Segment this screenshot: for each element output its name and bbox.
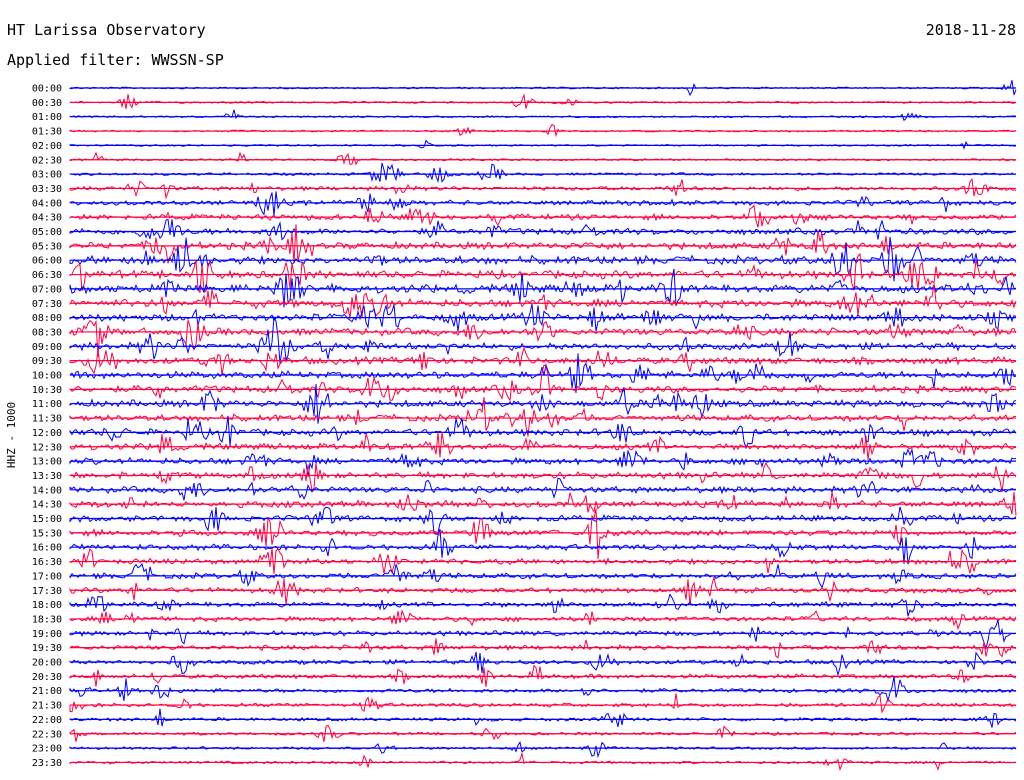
row-label-0830: 08:30 xyxy=(32,327,62,338)
trace-2200 xyxy=(69,708,1017,728)
trace-0830 xyxy=(69,319,1017,357)
header-left: HT Larissa Observatory Applied filter: W… xyxy=(7,20,224,70)
trace-1530 xyxy=(69,508,1017,559)
trace-0130 xyxy=(69,123,1017,138)
row-label-1530: 15:30 xyxy=(32,528,62,539)
row-label-1700: 17:00 xyxy=(32,571,62,582)
trace-0400 xyxy=(69,191,1017,217)
trace-0430 xyxy=(69,204,1017,228)
row-label-1500: 15:00 xyxy=(32,514,62,525)
trace-1000 xyxy=(69,353,1017,394)
trace-1900 xyxy=(69,619,1017,651)
row-label-1930: 19:30 xyxy=(32,643,62,654)
row-label-2030: 20:30 xyxy=(32,672,62,683)
trace-2330 xyxy=(69,751,1017,772)
station-title: HT Larissa Observatory xyxy=(7,21,206,39)
row-label-1200: 12:00 xyxy=(32,428,62,439)
row-label-0530: 05:30 xyxy=(32,241,62,252)
trace-0900 xyxy=(69,315,1017,364)
row-label-2230: 22:30 xyxy=(32,729,62,740)
row-label-0500: 05:00 xyxy=(32,227,62,238)
trace-0530 xyxy=(69,224,1017,264)
trace-0500 xyxy=(69,218,1017,241)
row-label-2100: 21:00 xyxy=(32,686,62,697)
row-label-0900: 09:00 xyxy=(32,342,62,353)
row-label-2130: 21:30 xyxy=(32,701,62,712)
row-label-0730: 07:30 xyxy=(32,299,62,310)
row-label-1900: 19:00 xyxy=(32,629,62,640)
row-label-1330: 13:30 xyxy=(32,471,62,482)
trace-0030 xyxy=(69,93,1017,109)
trace-0330 xyxy=(69,177,1017,200)
trace-1430 xyxy=(69,491,1017,516)
row-label-1230: 12:30 xyxy=(32,442,62,453)
row-label-0130: 01:30 xyxy=(32,127,62,138)
row-label-0600: 06:00 xyxy=(32,256,62,267)
trace-1830 xyxy=(69,609,1017,631)
row-label-0930: 09:30 xyxy=(32,356,62,367)
row-label-0630: 06:30 xyxy=(32,270,62,281)
row-label-0700: 07:00 xyxy=(32,284,62,295)
row-label-1430: 14:30 xyxy=(32,500,62,511)
row-label-0030: 00:30 xyxy=(32,98,62,109)
trace-0800 xyxy=(69,303,1017,332)
row-label-0200: 02:00 xyxy=(32,141,62,152)
trace-2230 xyxy=(69,724,1017,742)
row-label-1600: 16:00 xyxy=(32,543,62,554)
trace-0200 xyxy=(69,139,1017,150)
row-label-2300: 23:00 xyxy=(32,744,62,755)
row-label-0400: 04:00 xyxy=(32,198,62,209)
row-label-0000: 00:00 xyxy=(32,84,62,95)
row-label-1100: 11:00 xyxy=(32,399,62,410)
row-label-1730: 17:30 xyxy=(32,586,62,597)
date-label: 2018-11-28 xyxy=(925,21,1016,39)
row-label-1300: 13:00 xyxy=(32,457,62,468)
trace-2000 xyxy=(69,651,1017,677)
trace-2130 xyxy=(69,693,1017,714)
trace-2100 xyxy=(69,676,1017,703)
trace-1330 xyxy=(69,461,1017,493)
row-label-2000: 20:00 xyxy=(32,658,62,669)
row-label-0230: 02:30 xyxy=(32,155,62,166)
row-label-1630: 16:30 xyxy=(32,557,62,568)
trace-1230 xyxy=(69,432,1017,460)
row-label-0330: 03:30 xyxy=(32,184,62,195)
row-label-1400: 14:00 xyxy=(32,485,62,496)
trace-0100 xyxy=(69,109,1017,122)
row-label-0800: 08:00 xyxy=(32,313,62,324)
row-label-2200: 22:00 xyxy=(32,715,62,726)
trace-1800 xyxy=(69,593,1017,617)
trace-0230 xyxy=(69,151,1017,166)
trace-1500 xyxy=(69,506,1017,536)
row-label-1830: 18:30 xyxy=(32,614,62,625)
row-label-0430: 04:30 xyxy=(32,213,62,224)
trace-1630 xyxy=(69,547,1017,574)
row-label-1000: 10:00 xyxy=(32,371,62,382)
row-label-0300: 03:00 xyxy=(32,170,62,181)
row-label-1130: 11:30 xyxy=(32,414,62,425)
row-label-1800: 18:00 xyxy=(32,600,62,611)
row-label-0100: 01:00 xyxy=(32,112,62,123)
row-label-1030: 10:30 xyxy=(32,385,62,396)
row-label-2330: 23:30 xyxy=(32,758,62,769)
trace-0300 xyxy=(69,162,1017,184)
trace-1730 xyxy=(69,577,1017,606)
trace-1600 xyxy=(69,528,1017,565)
filter-label: Applied filter: WWSSN-SP xyxy=(7,51,224,69)
trace-2300 xyxy=(69,741,1017,759)
